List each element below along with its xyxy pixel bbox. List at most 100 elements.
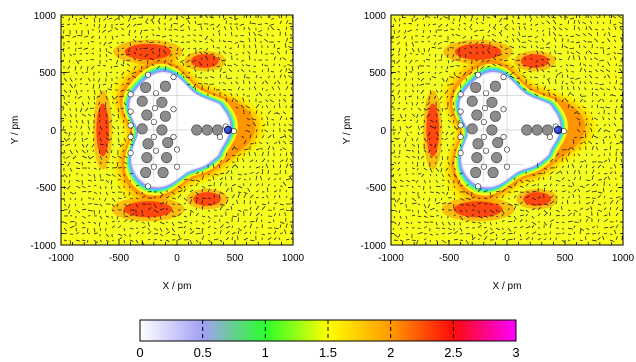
flow-arrow [153,203,157,208]
flow-arrow [573,85,575,91]
flow-arrow [433,41,437,46]
flow-arrow [86,149,89,153]
flow-arrow [619,68,623,73]
flow-arrow [139,29,143,35]
flow-arrow [98,221,101,227]
flow-arrow [284,133,287,139]
flow-arrow [273,75,276,79]
flow-arrow [459,215,464,221]
flow-arrow [537,163,539,169]
flow-arrow [285,37,289,43]
flow-arrow [609,145,612,151]
flow-arrow [234,164,239,169]
flow-arrow [609,15,611,19]
flow-arrow [477,188,482,193]
flow-arrow [529,76,533,79]
flow-arrow [447,125,451,129]
flow-arrow [87,119,89,125]
flow-arrow [187,47,191,50]
flow-arrow [200,71,203,74]
flow-arrow [399,143,401,147]
flow-arrow [267,134,272,139]
flow-arrow [471,221,476,224]
flow-arrow [584,111,587,115]
flow-arrow [141,232,144,235]
flow-arrow [613,39,617,43]
flow-arrow [120,53,125,56]
flow-arrow [261,233,265,236]
flow-arrow [93,161,97,163]
flow-arrow [553,19,557,25]
flow-arrow [117,137,120,143]
flow-arrow [513,195,517,199]
flow-arrow [608,118,611,121]
flow-arrow [99,143,104,146]
flow-arrow [212,175,215,181]
flow-arrow [230,93,233,97]
flow-arrow [489,191,491,196]
flow-arrow [471,196,476,199]
flow-arrow [457,119,461,123]
flow-arrow [491,33,497,37]
flow-arrow [235,26,239,31]
flow-arrow [409,52,413,55]
flow-arrow [212,44,215,49]
flow-arrow [225,208,230,211]
flow-arrow [81,221,85,225]
flow-arrow [416,95,419,99]
flow-arrow [573,110,578,115]
flow-arrow [72,155,77,160]
flow-arrow [475,41,479,45]
flow-arrow [180,23,185,28]
flow-arrow [561,74,563,79]
atom-small [474,71,481,78]
flow-arrow [465,53,467,58]
flow-arrow [434,53,437,58]
flow-arrow [253,86,257,91]
flow-arrow [393,215,396,219]
flow-arrow [247,50,251,55]
flow-arrow [441,227,446,230]
flow-arrow [290,27,293,31]
flow-arrow [619,26,623,31]
flow-arrow [452,143,455,146]
flow-arrow [612,35,617,38]
flow-arrow [451,33,455,37]
flow-arrow [171,191,176,195]
flow-arrow [421,101,425,104]
flow-arrow [240,104,245,109]
flow-arrow [534,76,539,79]
flow-arrow [446,191,449,196]
flow-arrow [447,185,450,191]
flow-arrow [85,52,89,55]
flow-arrow [435,149,437,153]
flow-arrow [75,29,78,34]
flow-arrow [419,83,425,86]
atom-large [201,124,213,136]
flow-arrow [417,203,421,206]
flow-arrow [245,105,251,109]
atom-large [486,96,498,108]
flow-arrow [541,22,545,25]
flow-arrow [483,215,488,218]
flow-arrow [104,197,107,202]
flow-arrow [615,196,621,199]
flow-arrow [491,39,497,43]
flow-arrow [227,40,233,43]
flow-arrow [561,215,565,217]
flow-arrow [559,23,563,26]
flow-arrow [285,209,290,212]
flow-arrow [231,236,233,241]
flow-arrow [240,68,245,73]
flow-arrow [525,179,531,183]
flow-arrow [458,23,461,27]
flow-arrow [98,107,101,113]
flow-arrow [225,20,227,25]
flow-arrow [224,45,227,49]
flow-arrow [607,113,611,115]
flow-arrow [93,232,99,235]
flow-arrow [507,197,511,200]
flow-arrow [537,233,541,236]
flow-arrow [593,135,599,139]
flow-arrow [204,35,209,41]
